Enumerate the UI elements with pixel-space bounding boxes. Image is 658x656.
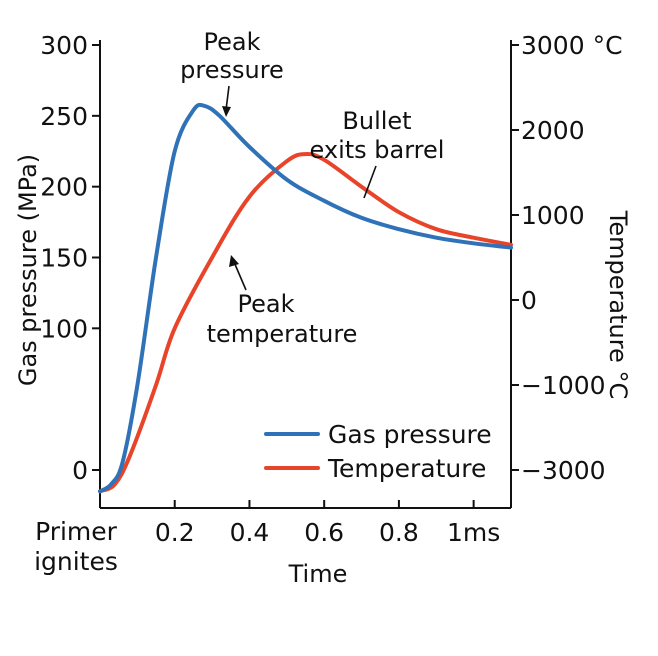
series-layer	[98, 102, 513, 494]
y-left-tick-label-200: 200	[40, 173, 88, 202]
annotation-peak-pressure: Peak pressure	[180, 28, 284, 117]
y-axis-right-title: Temperature °C	[604, 210, 632, 399]
annotation-bullet-exits-line-1: Bullet	[342, 107, 411, 135]
y-right-tick-label-0: 0	[521, 286, 537, 315]
x-tick-label-1ms: 1ms	[447, 518, 500, 547]
y-axis-left-title: Gas pressure (MPa)	[14, 154, 42, 386]
series-line-temperature	[98, 152, 513, 494]
y-left-tick-label-0: 0	[72, 456, 88, 485]
annotation-peak-pressure-arrowhead	[222, 106, 231, 117]
annotation-peak-temperature-line-2: temperature	[207, 320, 358, 348]
x-axis-title: Time	[288, 560, 348, 588]
series-line-gas-pressure	[98, 102, 513, 494]
annotation-peak-temperature-line-1: Peak	[238, 290, 295, 318]
y-right-tick-label--1000: −1000	[521, 371, 606, 400]
x-origin-label-line-1: Primer	[35, 517, 118, 546]
y-right-tick-label-2000: 2000	[521, 116, 585, 145]
left-axis-ticks: 0 100 150 200 250 300	[40, 31, 100, 485]
annotation-peak-temperature-arrowhead	[229, 255, 239, 267]
legend-label-gas-pressure: Gas pressure	[328, 420, 492, 449]
x-origin-label: Primer ignites	[34, 517, 118, 576]
annotation-bullet-exits: Bullet exits barrel	[310, 107, 445, 199]
annotation-peak-pressure-arrow	[225, 85, 230, 111]
x-tick-label-0.2: 0.2	[155, 518, 195, 547]
x-tick-label-0.8: 0.8	[379, 518, 419, 547]
x-axis-ticks: 0.2 0.4 0.6 0.8 1ms	[155, 500, 500, 547]
x-tick-label-0.6: 0.6	[304, 518, 344, 547]
y-right-tick-label-3000: 3000 °C	[521, 31, 623, 60]
axes	[99, 40, 512, 509]
y-left-tick-label-300: 300	[40, 31, 88, 60]
legend: Gas pressure Temperature	[264, 420, 492, 483]
annotation-bullet-exits-leader	[363, 165, 377, 199]
x-origin-label-line-2: ignites	[34, 547, 118, 576]
y-left-tick-label-150: 150	[40, 244, 88, 273]
legend-label-temperature: Temperature	[327, 454, 486, 483]
right-axis-ticks: 3000 °C 2000 1000 0 −1000 −3000	[511, 31, 623, 485]
y-right-tick-label--3000: −3000	[521, 456, 606, 485]
annotation-peak-pressure-line-2: pressure	[180, 56, 284, 84]
annotation-bullet-exits-line-2: exits barrel	[310, 136, 445, 164]
annotation-peak-temperature: Peak temperature	[207, 255, 358, 348]
y-left-tick-label-250: 250	[40, 102, 88, 131]
y-right-tick-label-1000: 1000	[521, 201, 585, 230]
x-tick-label-0.4: 0.4	[230, 518, 270, 547]
y-left-tick-label-100: 100	[40, 314, 88, 343]
annotation-peak-pressure-line-1: Peak	[204, 28, 261, 56]
annotation-peak-temperature-arrow	[233, 261, 247, 291]
